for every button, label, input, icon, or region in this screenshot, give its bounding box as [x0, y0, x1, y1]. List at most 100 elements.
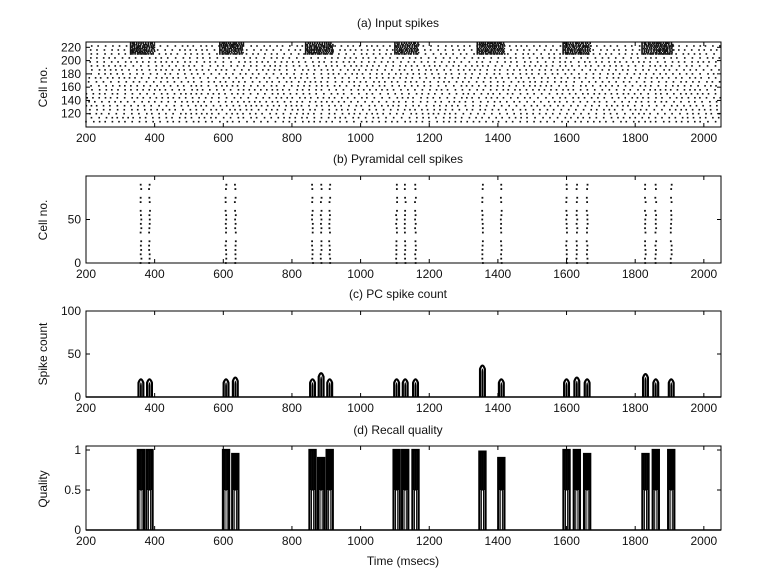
x-tick-label: 600 [213, 401, 233, 415]
spike-dot [198, 116, 200, 119]
spike-dot [407, 96, 409, 99]
spike-dot [222, 65, 225, 67]
pc-spike-dot [225, 231, 227, 234]
burst-spike-dot [665, 45, 668, 47]
burst-spike-dot [219, 50, 221, 53]
pc-spike-dot [576, 231, 578, 234]
burst-spike-dot [400, 49, 403, 51]
burst-spike-dot [643, 51, 646, 54]
spike-dot [638, 112, 640, 115]
burst-spike-dot [308, 47, 311, 50]
spike-dot [659, 89, 662, 91]
spike-dot [399, 49, 401, 51]
spike-dot [412, 100, 414, 103]
spike-dot [446, 96, 449, 99]
burst-spike-dot [569, 46, 572, 49]
burst-spike-dot [409, 47, 412, 50]
spike-dot [572, 57, 575, 59]
spike-dot [658, 81, 660, 83]
spike-dot [354, 108, 356, 111]
burst-spike-dot [647, 45, 650, 47]
spike-dot [303, 85, 305, 87]
spike-dot [396, 96, 399, 99]
spike-dot [327, 116, 330, 119]
pc-spike-dot [148, 196, 151, 199]
spike-dot [522, 81, 525, 83]
spike-dot [276, 77, 279, 79]
spike-dot [385, 53, 387, 55]
spike-dot [283, 53, 286, 55]
spike-dot [699, 96, 701, 99]
burst-spike-dot [316, 47, 319, 50]
spike-dot [104, 53, 106, 55]
pc-spike-dot [644, 218, 647, 221]
burst-spike-dot [325, 51, 328, 54]
pc-spike-dot [481, 214, 484, 217]
burst-spike-dot [656, 49, 659, 51]
burst-spike-dot [311, 43, 314, 46]
burst-spike-dot [152, 43, 154, 46]
spike-count-bump-inner [670, 382, 673, 397]
spike-dot [714, 65, 717, 67]
pc-spike-dot [311, 240, 313, 243]
pc-spike-dot [481, 227, 484, 230]
spike-dot [544, 61, 547, 63]
spike-dot [479, 100, 482, 103]
spike-dot [243, 100, 245, 103]
spike-dot [184, 49, 186, 51]
burst-spike-dot [396, 50, 399, 53]
spike-dot [485, 96, 488, 99]
spike-dot [407, 89, 409, 91]
spike-dot [547, 77, 549, 79]
burst-spike-dot [227, 51, 229, 54]
spike-dot [573, 112, 575, 115]
spike-dot [424, 73, 427, 75]
spike-dot [131, 92, 134, 95]
spike-dot [694, 100, 696, 103]
spike-dot [118, 120, 120, 123]
burst-spike-dot [412, 50, 414, 53]
spike-dot [289, 77, 291, 79]
spike-dot [665, 85, 667, 87]
spike-dot [570, 73, 573, 75]
burst-spike-dot [655, 50, 658, 53]
pc-spike-dot [234, 188, 237, 190]
spike-count-bump [309, 378, 317, 397]
spike-dot [552, 96, 554, 99]
burst-spike-dot [643, 43, 646, 46]
burst-spike-dot [660, 51, 662, 54]
spike-dot [553, 77, 556, 79]
burst-spike-dot [650, 43, 653, 46]
pc-spike-dot [655, 249, 657, 251]
spike-dot [350, 65, 352, 67]
spike-dot [165, 116, 168, 119]
burst-spike-dot [496, 51, 498, 54]
burst-spike-dot [572, 49, 574, 51]
burst-spike-dot [647, 53, 649, 55]
pc-spike-dot [414, 214, 417, 217]
spike-dot [195, 108, 198, 111]
spike-dot [500, 104, 503, 107]
spike-dot [348, 81, 350, 83]
spike-dot [232, 104, 235, 107]
spike-dot [360, 53, 363, 55]
spike-dot [420, 96, 422, 99]
spike-dot [556, 116, 559, 119]
x-tick-label: 800 [282, 534, 302, 548]
spike-dot [331, 57, 333, 59]
spike-dot [200, 112, 203, 115]
spike-dot [664, 89, 667, 91]
burst-spike-dot [407, 47, 409, 50]
burst-spike-dot [588, 46, 590, 49]
spike-dot [95, 81, 98, 83]
spike-dot [584, 45, 586, 47]
spike-dot [378, 81, 380, 83]
burst-spike-dot [487, 49, 490, 51]
spike-dot [290, 53, 292, 55]
spike-dot [136, 73, 138, 75]
spike-dot [647, 92, 650, 95]
pc-spike-dot [644, 209, 646, 212]
spike-dot [417, 49, 420, 51]
spike-dot [410, 85, 413, 87]
spike-dot [612, 120, 615, 123]
